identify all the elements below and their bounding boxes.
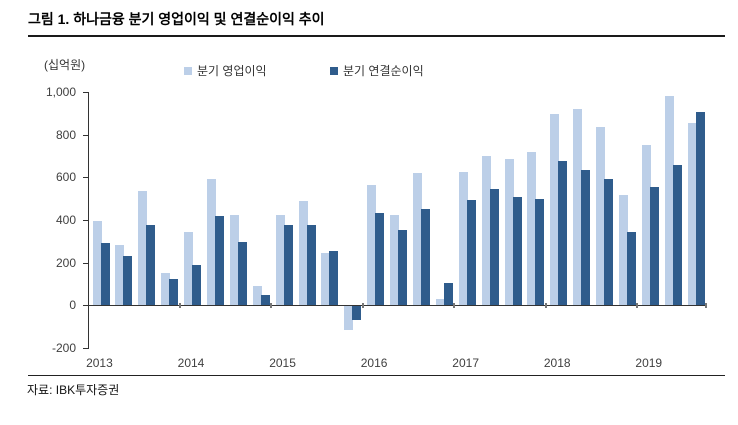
legend-item-operating-profit: 분기 영업이익 [184,62,267,79]
y-axis-tick-label: 600 [55,170,76,185]
bar-operating-profit-2016Q1 [367,184,377,306]
bar-operating-profit-2013Q2 [115,244,125,306]
y-axis-tick-label: -200 [51,341,76,355]
bar-operating-profit-2014Q2 [206,179,216,306]
bar-chart-plot-area [88,92,706,348]
bar-operating-profit-2013Q4 [161,273,171,306]
bar-net-profit-2014Q2 [214,215,224,306]
x-axis-year-label: 2016 [360,356,388,370]
x-axis-year-label: 2019 [635,356,663,370]
bar-net-profit-2017Q1 [466,199,476,306]
bar-net-profit-2014Q3 [237,242,247,306]
x-axis-year-boundary-tick [178,303,181,309]
bar-net-profit-2016Q3 [420,209,430,306]
bar-operating-profit-2019Q1 [641,145,651,306]
x-axis-line [88,305,706,306]
y-axis-unit-label: (십억원) [44,58,86,72]
bar-net-profit-2018Q4 [626,231,636,306]
bar-operating-profit-2018Q2 [573,109,583,306]
y-axis-tick [83,92,88,93]
bar-operating-profit-2015Q4 [344,306,354,330]
footer-divider [28,375,725,376]
bar-net-profit-2014Q1 [192,264,202,306]
x-axis-year-label: 2014 [177,356,205,370]
bar-operating-profit-2019Q2 [664,96,674,306]
bar-net-profit-2015Q2 [306,225,316,306]
y-axis-tick-label: 0 [69,298,76,313]
bar-operating-profit-2013Q3 [138,191,148,306]
y-axis-tick-label: 200 [55,255,76,270]
x-axis-year-boundary-tick [705,303,707,309]
bar-operating-profit-2016Q2 [390,214,400,306]
bar-operating-profit-2019Q3 [687,122,697,306]
y-axis-tick [83,305,88,307]
y-axis-tick-label: 400 [55,213,76,227]
y-axis-tick [83,177,88,179]
bar-net-profit-2018Q2 [581,169,591,306]
bar-net-profit-2019Q1 [649,186,659,306]
x-axis-year-boundary-tick [544,303,547,309]
bar-net-profit-2014Q4 [260,294,270,306]
x-axis-year-boundary-tick [361,303,364,309]
bar-operating-profit-2016Q3 [412,173,422,306]
bar-operating-profit-2017Q3 [504,159,514,306]
bar-operating-profit-2018Q3 [596,127,606,306]
x-axis-year-label: 2013 [86,356,113,370]
bar-operating-profit-2017Q2 [481,156,491,306]
legend-label-operating-profit: 분기 영업이익 [197,64,267,78]
x-axis-year-label: 2015 [269,356,296,370]
y-axis-tick [83,262,88,264]
bar-net-profit-2016Q4 [443,282,453,306]
x-axis-year-label: 2017 [452,356,479,370]
bar-net-profit-2016Q2 [398,229,408,306]
bar-net-profit-2013Q3 [146,225,156,306]
chart-legend: 분기 영업이익 분기 연결순이익 [0,62,738,78]
x-axis-year-boundary-tick [636,303,639,309]
bar-net-profit-2019Q2 [672,164,682,306]
bar-operating-profit-2017Q4 [527,151,537,306]
bar-operating-profit-2017Q1 [458,172,468,306]
bar-operating-profit-2018Q1 [550,114,560,306]
x-axis-year-label: 2018 [543,356,571,370]
y-axis-tick [83,348,88,349]
bar-operating-profit-2014Q3 [229,214,239,306]
bar-operating-profit-2014Q1 [184,231,194,306]
legend-label-net-profit: 분기 연결순이익 [343,64,424,78]
legend-swatch-net-profit-icon [330,66,338,75]
title-divider [28,35,725,37]
bar-net-profit-2015Q1 [283,225,293,306]
legend-swatch-operating-profit-icon [184,66,192,75]
x-axis-year-boundary-tick [453,303,456,309]
bar-operating-profit-2014Q4 [252,286,262,306]
bar-operating-profit-2018Q4 [618,195,628,306]
bar-operating-profit-2013Q1 [92,221,102,306]
bar-net-profit-2017Q2 [489,189,499,306]
bar-net-profit-2017Q4 [535,198,545,306]
bar-net-profit-2018Q3 [604,179,614,306]
bar-operating-profit-2015Q3 [321,253,331,306]
bar-net-profit-2013Q1 [100,243,110,306]
x-axis-year-boundary-tick [270,303,273,309]
bar-net-profit-2015Q3 [329,250,339,306]
y-axis-tick-label: 1,000 [45,85,76,99]
source-note: 자료: IBK투자증권 [27,383,120,397]
bar-net-profit-2013Q2 [123,256,133,306]
bar-net-profit-2019Q3 [695,112,705,306]
figure-title: 그림 1. 하나금융 분기 영업이익 및 연결순이익 추이 [28,11,325,27]
bar-net-profit-2013Q4 [169,278,179,306]
bar-net-profit-2018Q1 [558,161,568,306]
legend-item-net-profit: 분기 연결순이익 [330,62,424,79]
y-axis-tick [83,220,88,221]
bar-net-profit-2016Q1 [375,212,385,306]
bar-operating-profit-2015Q1 [275,214,285,306]
bar-operating-profit-2015Q2 [298,200,308,306]
bar-net-profit-2015Q4 [352,306,362,321]
bar-operating-profit-2016Q4 [435,298,445,306]
y-axis-line [88,92,89,349]
bar-net-profit-2017Q3 [512,196,522,306]
y-axis-tick-label: 800 [55,127,76,142]
y-axis-tick [83,134,88,136]
